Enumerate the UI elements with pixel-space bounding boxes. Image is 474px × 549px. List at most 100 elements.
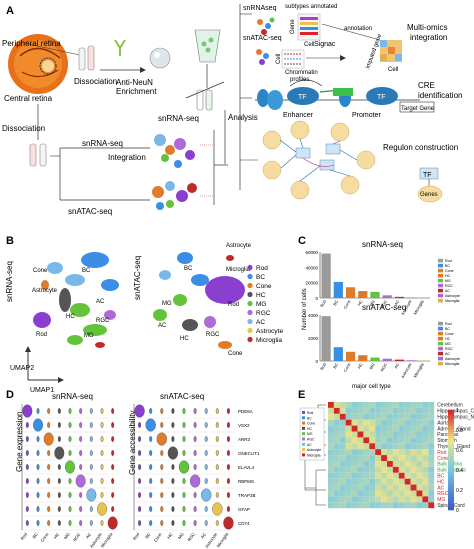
heatmap-cell	[357, 496, 364, 503]
legend-label: AC	[256, 319, 265, 326]
colorbar-segment	[448, 418, 454, 421]
violin	[100, 450, 104, 456]
heatmap-cell	[369, 425, 376, 432]
heatmap-cell	[387, 413, 393, 420]
violin	[149, 436, 153, 442]
violin	[111, 464, 115, 470]
bar-legend-swatch	[438, 293, 443, 298]
violin	[204, 478, 208, 484]
violin	[189, 474, 201, 488]
heatmap-cell	[345, 431, 352, 438]
umap-atac-label-bc: BC	[184, 266, 193, 272]
heatmap-cell	[375, 407, 382, 414]
heatmap-cell	[339, 413, 346, 420]
heatmap-cell	[416, 402, 423, 408]
violin	[47, 422, 51, 428]
colorbar-segment	[448, 444, 454, 447]
violin	[171, 422, 175, 428]
heatmap-cell	[410, 490, 417, 497]
bar	[345, 351, 356, 361]
bar	[345, 287, 356, 298]
heatmap-cell	[375, 484, 382, 491]
heatmap-cell	[404, 431, 411, 438]
heatmap-cell	[392, 466, 399, 473]
heatmap-cell	[404, 419, 411, 426]
colorbar-segment	[448, 426, 454, 429]
umap-snrna	[33, 252, 119, 348]
bar-legend-label: RGC	[445, 284, 453, 288]
violin	[204, 422, 208, 428]
heatmap-cell	[351, 425, 358, 432]
heatmap-cell	[333, 402, 340, 408]
heatmap-cell	[363, 455, 370, 461]
heatmap-legend-swatch	[302, 453, 305, 457]
violin	[36, 450, 40, 456]
violin	[223, 516, 234, 530]
violin	[182, 450, 186, 456]
violin	[215, 436, 219, 442]
umap-label-cone: Cone	[33, 268, 48, 274]
legend-swatch	[247, 300, 253, 307]
colorbar-segment	[448, 438, 454, 441]
y-tick-label: 4000	[308, 313, 319, 318]
violin-plots: Rod BC Cone HC MG RGC ACAstrocyteMicrogliaPDE6…	[20, 404, 260, 549]
violin	[171, 520, 175, 526]
heatmap-cell	[351, 478, 358, 485]
column-icon	[194, 29, 221, 63]
bar-legend-swatch	[438, 273, 443, 278]
heatmap-cell	[422, 455, 429, 461]
heatmap-cell	[422, 478, 429, 485]
violin	[149, 520, 153, 526]
heatmap-cell	[345, 419, 352, 426]
umap-label-rod: Rod	[36, 332, 47, 338]
violin	[138, 506, 142, 512]
panel-c-label: C	[298, 235, 306, 247]
heatmap-cell	[410, 449, 417, 456]
heatmap-legend-label: Astrocyte	[307, 448, 321, 452]
heatmap-legend-swatch	[302, 411, 305, 414]
heatmap-cell	[428, 402, 435, 408]
violin	[226, 450, 230, 456]
x-tick-label: Rod	[319, 362, 327, 371]
bar-legend-label: HC	[445, 274, 451, 278]
heatmap-cell	[398, 466, 405, 473]
heatmap-cell	[328, 455, 334, 461]
heatmap-cell	[422, 437, 429, 444]
violin	[25, 450, 29, 456]
colorbar-segment	[448, 480, 454, 483]
heatmap-cell	[410, 461, 417, 467]
umap2-label: UMAP2	[10, 365, 34, 372]
y-tick-label: 40000	[305, 265, 318, 270]
violin	[36, 478, 40, 484]
heatmap-cell	[416, 455, 423, 461]
heatmap-cell	[357, 419, 364, 426]
heatmap-cell	[345, 437, 352, 444]
colorbar-tick: 0.6	[456, 448, 463, 454]
heatmap-cell	[428, 484, 435, 491]
heatmap-cell	[333, 484, 340, 491]
heatmap-cell	[410, 455, 417, 461]
heatmap-cell	[357, 443, 364, 450]
heatmap-cell	[392, 490, 399, 497]
heatmap-cell	[428, 490, 435, 497]
violin	[100, 422, 104, 428]
heatmap-cell	[375, 490, 382, 497]
heatmap-legend-swatch	[302, 421, 305, 425]
heatmap-row-label: HC	[437, 479, 445, 485]
x-tick-label: AC	[393, 362, 400, 369]
heatmap-cell	[345, 496, 352, 503]
violin	[193, 506, 197, 512]
heatmap-cell	[392, 496, 399, 503]
violin	[68, 422, 72, 428]
violin	[182, 492, 186, 498]
heatmap-cell	[328, 502, 334, 509]
heatmap-cell	[369, 502, 376, 509]
bar-legend-label: Cone	[445, 332, 454, 336]
heatmap-cell	[351, 407, 358, 414]
heatmap-legend-label: Microglia	[307, 453, 321, 457]
violin	[68, 520, 72, 526]
violin	[25, 478, 29, 484]
violin	[79, 436, 83, 442]
violin	[204, 520, 208, 526]
violin	[193, 520, 197, 526]
